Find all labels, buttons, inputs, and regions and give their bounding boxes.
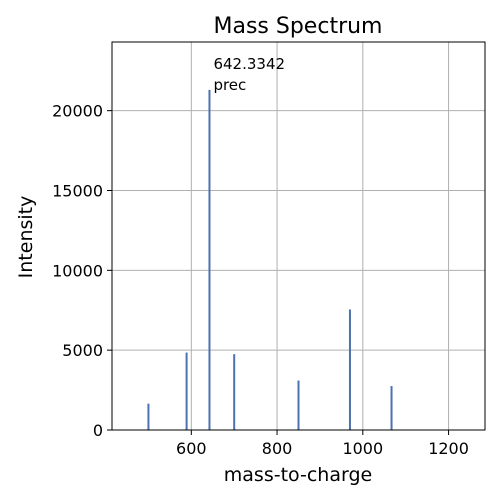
spectrum-peak (233, 354, 236, 430)
peak-annotations: 642.3342 prec (213, 55, 285, 94)
peak-annotation-text: prec (213, 76, 246, 94)
spectrum-peak (297, 380, 300, 430)
axis-ticks: 600 800 1000 1200 0 5000 10000 15000 20000 (52, 102, 469, 458)
y-tick-label: 5000 (62, 341, 103, 360)
y-tick-label: 20000 (52, 102, 103, 121)
x-tick-label: 1200 (428, 439, 469, 458)
spectrum-peak (208, 89, 211, 430)
plot-frame (111, 41, 486, 431)
spectrum-peak (390, 386, 393, 430)
y-axis-label: Intensity (15, 196, 37, 279)
spectrum-peak (147, 403, 150, 430)
spectrum-peaks (147, 89, 393, 430)
spectrum-peak (348, 309, 351, 430)
chart-title: Mass Spectrum (214, 14, 383, 39)
x-tick-label: 800 (262, 439, 293, 458)
x-tick-label: 600 (176, 439, 207, 458)
y-tick-label: 15000 (52, 181, 103, 200)
y-tick-label: 0 (93, 421, 103, 440)
x-axis-label: mass-to-charge (224, 464, 372, 486)
spectrum-peak (185, 352, 188, 430)
peak-annotation-text: 642.3342 (213, 55, 285, 73)
x-tick-label: 1000 (342, 439, 383, 458)
grid-lines (112, 42, 485, 431)
y-tick-label: 10000 (52, 261, 103, 280)
